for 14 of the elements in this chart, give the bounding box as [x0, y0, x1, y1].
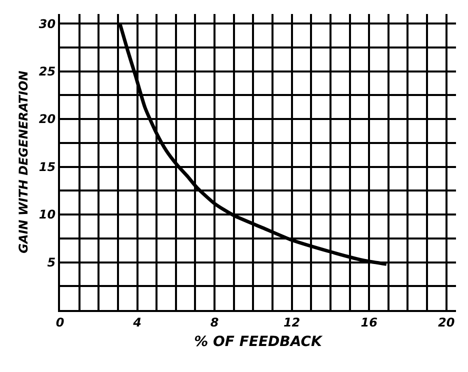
x-axis-title: % OF FEEDBACK: [194, 334, 324, 350]
y-tick-label: 25: [38, 64, 56, 78]
y-tick-label: 10: [38, 208, 56, 222]
y-tick-label: 5: [47, 255, 56, 270]
x-tick-label: 12: [283, 315, 300, 330]
x-tick-label: 16: [360, 315, 378, 330]
x-tick-label: 0: [56, 315, 64, 330]
y-tick-label: 20: [38, 112, 56, 126]
x-tick-label: 4: [132, 315, 142, 330]
y-tick-label: 30: [38, 16, 56, 31]
x-tick-label: 20: [438, 315, 455, 330]
y-tick-label: 15: [38, 160, 56, 174]
y-axis-title: GAIN WITH DEGENERATION: [16, 70, 31, 254]
x-tick-label: 8: [210, 315, 219, 330]
